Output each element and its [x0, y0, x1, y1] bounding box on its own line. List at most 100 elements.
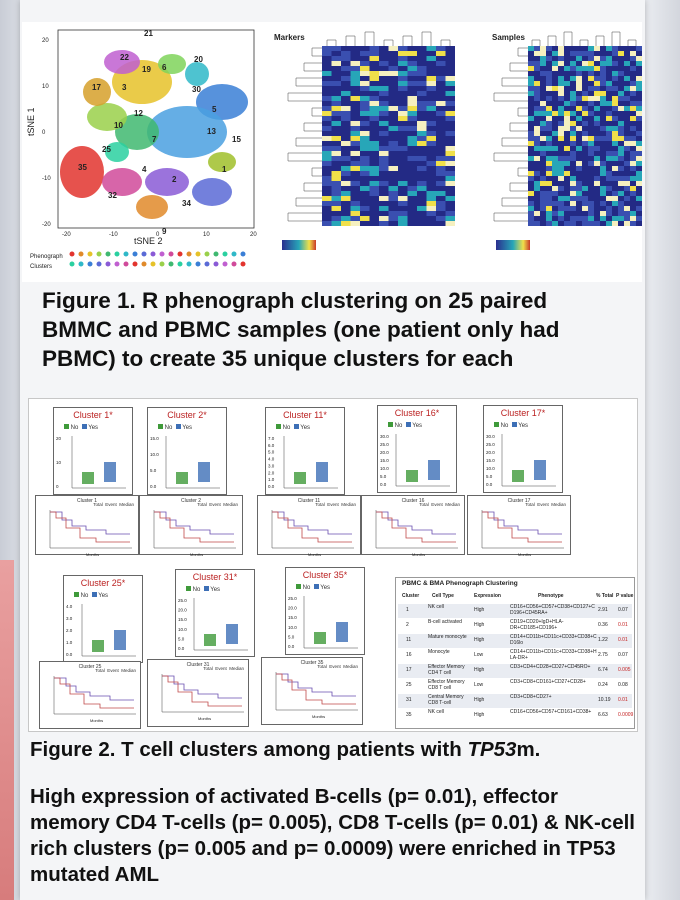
- heatmap-cell: [445, 166, 455, 171]
- heatmap-cell: [540, 56, 546, 61]
- heatmap-cell: [576, 46, 582, 51]
- table-cell-cluster: 11: [406, 637, 412, 643]
- heatmap-cell: [570, 216, 576, 221]
- heatmap-cell: [445, 156, 455, 161]
- heatmap-cell: [612, 76, 618, 81]
- heatmap-cell: [588, 136, 594, 141]
- heatmap-cell: [612, 221, 618, 226]
- heatmap-cell: [407, 71, 417, 76]
- heatmap-cell: [534, 86, 540, 91]
- heatmap-cell: [558, 131, 564, 136]
- heatmap-cell: [445, 126, 455, 131]
- heatmap-cell: [360, 211, 370, 216]
- heatmap-cell: [360, 66, 370, 71]
- heatmap-cell: [369, 81, 379, 86]
- heatmap-cell: [630, 61, 636, 66]
- heatmap-cell: [630, 71, 636, 76]
- heatmap-cell: [341, 121, 351, 126]
- findings-summary: High expression of activated B-cells (p=…: [30, 785, 635, 886]
- heatmap-cell: [528, 121, 534, 126]
- heatmap-cell: [588, 46, 594, 51]
- legend-swatch: [87, 251, 93, 257]
- heatmap-cell: [582, 186, 588, 191]
- heatmap-cell: [576, 61, 582, 66]
- table-cell-cell-type: NK cell: [428, 709, 444, 715]
- heatmap-cell: [322, 181, 332, 186]
- heatmap-cell: [564, 111, 570, 116]
- boxplot-legend: No Yes: [276, 424, 310, 431]
- boxplot-y-tick: 0.0: [150, 484, 157, 489]
- heatmap-cell: [600, 146, 606, 151]
- heatmap-cell: [388, 151, 398, 156]
- heatmap-cell: [594, 86, 600, 91]
- heatmap-cell: [636, 151, 642, 156]
- heatmap-cell: [582, 86, 588, 91]
- heatmap-cell: [528, 46, 534, 51]
- heatmap-cell: [636, 76, 642, 81]
- heatmap-cell: [600, 66, 606, 71]
- boxplot-y-tick: 7.0: [268, 436, 275, 441]
- survival-curve-panel: Cluster 1 Total Event Median Months: [35, 495, 139, 557]
- heatmap-cell: [360, 161, 370, 166]
- heatmap-cell: [528, 106, 534, 111]
- heatmap-cell: [576, 56, 582, 61]
- heatmap-cell: [436, 151, 446, 156]
- heatmap-cell: [606, 151, 612, 156]
- boxplot-box-yes: [104, 462, 116, 482]
- dendrogram-branch: [563, 31, 573, 46]
- heatmap-cell: [594, 66, 600, 71]
- heatmap-cell: [331, 191, 341, 196]
- heatmap-cell: [630, 166, 636, 171]
- heatmap-cell: [606, 176, 612, 181]
- table-cell-cluster: 35: [406, 712, 412, 718]
- heatmap-cell: [630, 121, 636, 126]
- heatmap-cell: [636, 111, 642, 116]
- heatmap-cell: [618, 211, 624, 216]
- heatmap-cell: [379, 121, 389, 126]
- dendrogram-branch: [501, 197, 528, 207]
- heatmap-cell: [570, 91, 576, 96]
- heatmap-cell: [636, 181, 642, 186]
- tsne-cluster-number: 22: [120, 53, 129, 62]
- heatmap-cell: [398, 206, 408, 211]
- boxplot-cluster-panel: Cluster 25* No Yes 4.0 3.0 2.0 1.0 0.0: [63, 575, 143, 663]
- tsne-cluster-blob: [158, 54, 186, 74]
- heatmap-cell: [417, 96, 427, 101]
- heatmap-cell: [426, 126, 436, 131]
- heatmap-cell: [388, 181, 398, 186]
- heatmap-cell: [407, 151, 417, 156]
- heatmap-cell: [341, 51, 351, 56]
- survival-graphic: Months: [275, 672, 358, 719]
- heatmap-cell: [606, 191, 612, 196]
- heatmap-cell: [606, 166, 612, 171]
- heatmap-cell: [612, 161, 618, 166]
- heatmap-cell: [570, 71, 576, 76]
- heatmap-cell: [618, 126, 624, 131]
- survival-legend-header: Total Event Median: [419, 502, 460, 507]
- heatmap-cell: [426, 66, 436, 71]
- heatmap-cell: [618, 106, 624, 111]
- heatmap-cell: [388, 176, 398, 181]
- table-cell-p-value: 0.01: [618, 637, 628, 643]
- heatmap-cell: [570, 131, 576, 136]
- heatmap-cell: [369, 176, 379, 181]
- table-cell-p-value: 0.07: [618, 607, 628, 613]
- legend-clusters-label: Clusters: [30, 264, 52, 270]
- table-cell-phenotype: CD14+CD11b+CD11c+CD33+CD38+C D16lo: [510, 634, 597, 646]
- survival-legend-header: Total Event Median: [93, 502, 134, 507]
- heatmap-cell: [341, 196, 351, 201]
- survival-curve-no: [162, 675, 242, 707]
- dendrogram-branch: [517, 167, 528, 177]
- table-cell-pct-total: 6.63: [598, 712, 608, 718]
- heatmap-cell: [552, 71, 558, 76]
- heatmap-cell: [322, 56, 332, 61]
- heatmap-cell: [417, 221, 427, 226]
- heatmap-cell: [570, 166, 576, 171]
- heatmap-cell: [417, 61, 427, 66]
- boxplot-y-tick: 4.0: [66, 604, 73, 609]
- tsne-y-tick-label: 20: [42, 38, 49, 44]
- heatmap-cell: [388, 131, 398, 136]
- heatmap-cell: [388, 106, 398, 111]
- heatmap-cell: [600, 51, 606, 56]
- legend-swatch: [168, 261, 174, 267]
